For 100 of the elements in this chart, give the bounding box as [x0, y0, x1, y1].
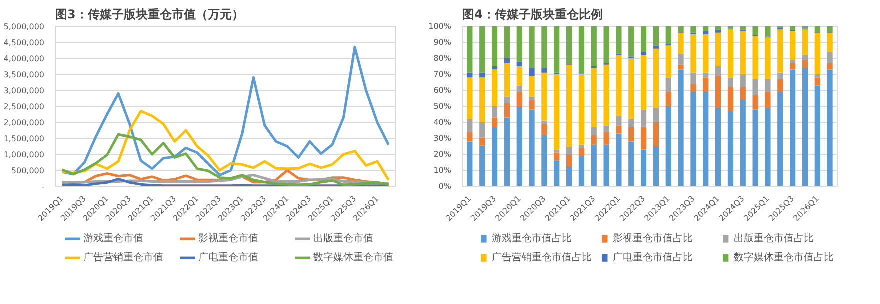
y-tick-label: 4,500,000: [4, 38, 45, 48]
legend-label: 游戏重仓市值: [83, 232, 144, 245]
bar: [678, 64, 684, 70]
bar: [728, 30, 734, 78]
bar: [802, 68, 808, 186]
bar: [641, 110, 647, 128]
bar: [578, 148, 584, 156]
bar: [480, 26, 486, 73]
bar: [529, 68, 535, 76]
bar: [628, 127, 634, 142]
bar: [666, 78, 672, 92]
bar: [790, 60, 796, 64]
bar: [752, 95, 758, 110]
bar: [716, 30, 722, 33]
bar: [703, 26, 709, 32]
y-tick-label: 40%: [434, 118, 452, 127]
bar: [566, 26, 572, 64]
bar: [480, 146, 486, 186]
bar: [653, 146, 659, 186]
legend-label: 影视重仓市值占比: [612, 232, 693, 245]
bar: [740, 87, 746, 100]
bar: [516, 86, 522, 92]
bar: [814, 74, 820, 78]
bar: [566, 147, 572, 154]
bar: [740, 31, 746, 74]
bar: [504, 58, 510, 64]
bar: [591, 26, 597, 66]
bar: [516, 92, 522, 106]
bar: [542, 124, 548, 136]
bar: [641, 127, 647, 150]
bar: [604, 132, 610, 145]
bar: [566, 154, 572, 166]
bar: [690, 34, 696, 73]
bar: [827, 26, 833, 32]
bar: [703, 72, 709, 78]
bar: [616, 55, 622, 116]
bar: [765, 38, 771, 80]
bar: [666, 46, 672, 78]
y-tick-label: 30%: [434, 134, 452, 143]
bar: [542, 72, 548, 121]
bar: [566, 166, 572, 186]
bar: [591, 135, 597, 145]
bar: [778, 72, 784, 80]
bar: [492, 66, 498, 70]
bar: [480, 78, 486, 122]
bar: [591, 68, 597, 128]
bar: [616, 26, 622, 54]
bar: [716, 76, 722, 108]
bar: [504, 103, 510, 118]
bar: [802, 60, 808, 68]
line-series: [61, 110, 390, 182]
legend-label: 数字媒体重仓市值: [314, 252, 394, 264]
bar: [529, 110, 535, 186]
bar: [641, 26, 647, 52]
y-tick-label: 50%: [434, 102, 452, 111]
bar: [827, 52, 833, 64]
bar: [542, 68, 548, 73]
bar: [480, 138, 486, 146]
bar: [778, 30, 784, 73]
bar: [752, 79, 758, 96]
bar: [604, 126, 610, 132]
bar: [492, 127, 498, 186]
bar: [542, 135, 548, 186]
bar: [716, 66, 722, 76]
legend-label: 游戏重仓市值占比: [492, 232, 572, 245]
bar: [703, 78, 709, 92]
bar: [628, 26, 634, 57]
bar: [504, 96, 510, 104]
bar: [752, 110, 758, 186]
bar: [827, 63, 833, 70]
line-series: [61, 133, 390, 186]
bar: [690, 84, 696, 92]
bar: [716, 32, 722, 66]
bar: [492, 26, 498, 66]
bar: [604, 144, 610, 186]
y-tick-label: 1,000,000: [4, 150, 45, 160]
bar: [554, 26, 560, 73]
bar: [467, 26, 473, 73]
bar: [529, 76, 535, 97]
bar: [504, 26, 510, 58]
legend-label: 广电重仓市值: [198, 252, 259, 264]
bar: [752, 36, 758, 80]
y-tick-label: 80%: [434, 54, 452, 63]
bar: [604, 64, 610, 126]
y-tick-label: 500,000: [11, 166, 45, 176]
bar: [690, 72, 696, 84]
bar: [480, 122, 486, 138]
bar: [678, 70, 684, 186]
bar: [827, 70, 833, 186]
bar: [504, 118, 510, 186]
bar: [678, 26, 684, 32]
y-tick-label: 5,000,000: [4, 22, 45, 32]
bar: [467, 72, 473, 78]
bar: [516, 66, 522, 86]
y-tick-label: 3,500,000: [4, 70, 45, 80]
bar: [578, 26, 584, 74]
bar: [690, 26, 696, 33]
y-tick-label: 10%: [434, 166, 452, 175]
bar: [778, 92, 784, 186]
bar: [641, 150, 647, 186]
